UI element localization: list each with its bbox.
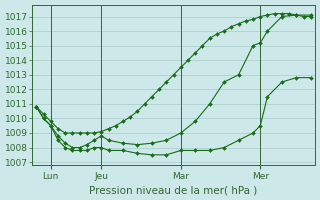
X-axis label: Pression niveau de la mer( hPa ): Pression niveau de la mer( hPa ) [90,185,258,195]
